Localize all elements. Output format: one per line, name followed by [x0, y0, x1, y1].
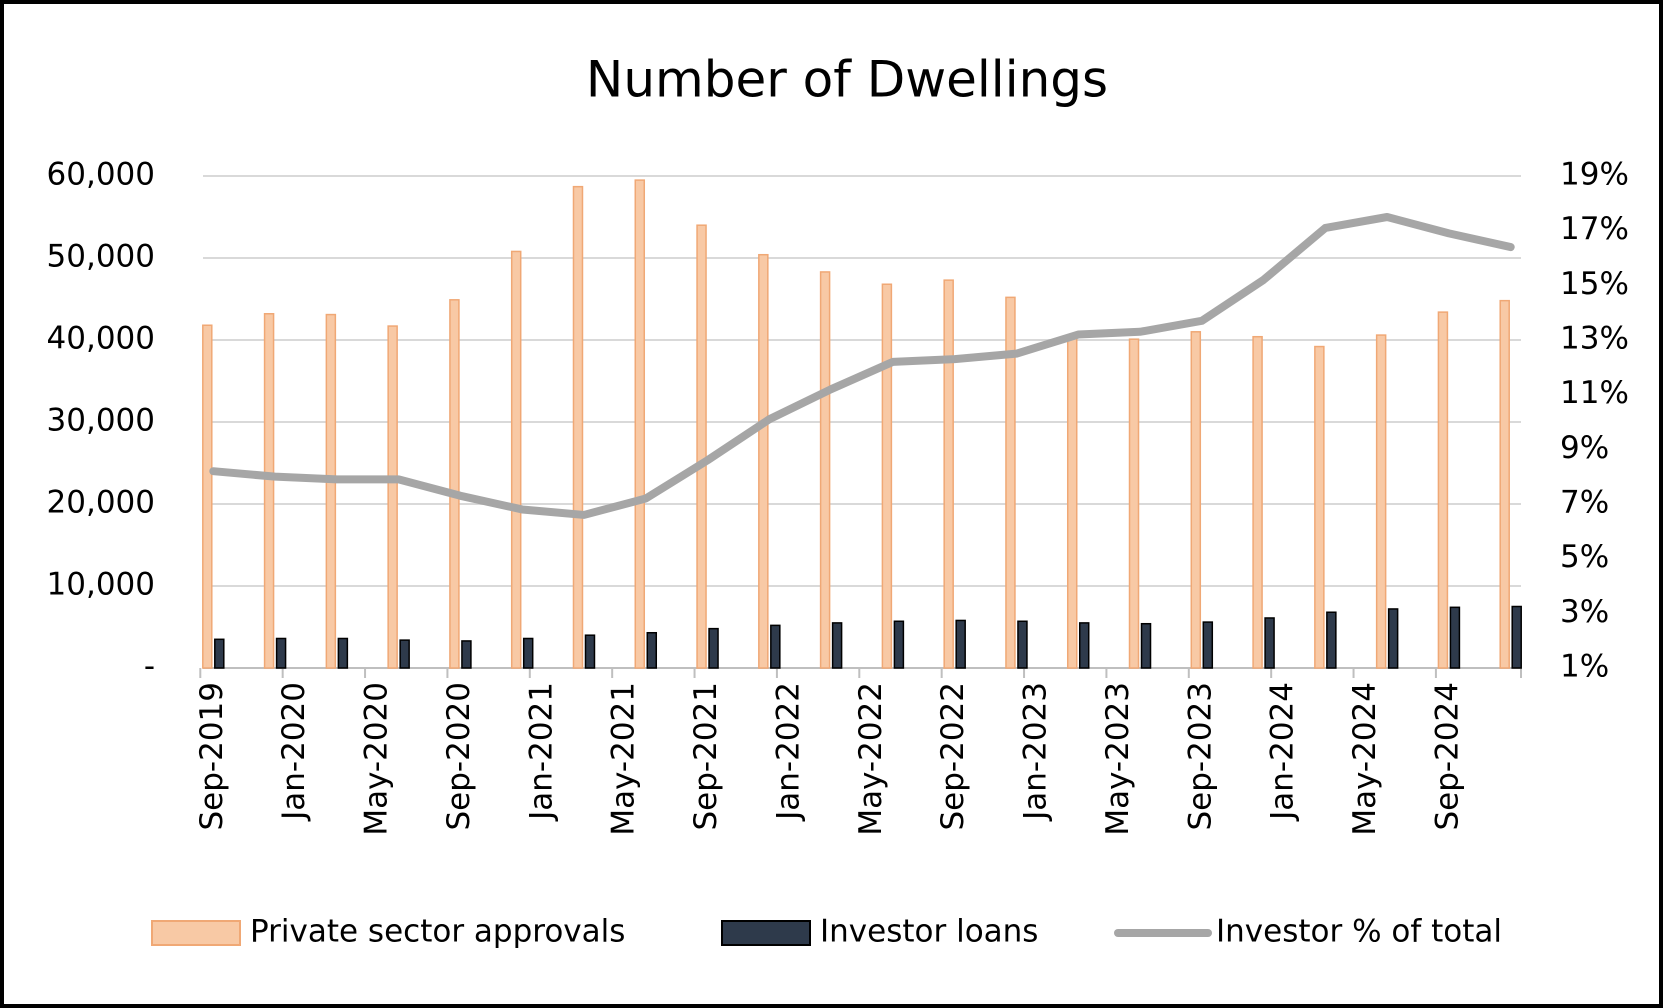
- bar: [461, 640, 472, 669]
- x-tick-label: Sep-2021: [688, 682, 724, 831]
- x-tick-label: May-2020: [359, 682, 395, 836]
- bar: [275, 637, 287, 669]
- bar: [1017, 620, 1028, 669]
- line: [209, 213, 1515, 519]
- y-tick-label: 30,000: [47, 403, 155, 439]
- bar: [881, 283, 893, 669]
- bar: [1252, 335, 1263, 669]
- bar: [1140, 622, 1152, 669]
- bar: [831, 622, 843, 669]
- x-tick-label: Jan-2021: [523, 682, 559, 822]
- legend-label: Investor % of total: [1216, 914, 1502, 950]
- bar: [1375, 334, 1387, 669]
- bar: [1499, 299, 1510, 669]
- bar: [584, 634, 596, 669]
- bar: [214, 638, 225, 669]
- bar: [1314, 345, 1325, 669]
- y-tick-label: 60,000: [47, 157, 155, 193]
- bar: [758, 253, 769, 669]
- y2-tick-label: 3%: [1560, 594, 1609, 630]
- y2-tick-label: 9%: [1560, 430, 1609, 466]
- bar: [263, 313, 275, 669]
- y-tick-label: 20,000: [47, 485, 155, 521]
- x-tick-label: Sep-2024: [1429, 682, 1465, 831]
- bar: [449, 299, 460, 669]
- bar: [337, 637, 349, 669]
- bar: [1264, 617, 1275, 669]
- bar: [1066, 336, 1078, 669]
- bar: [522, 637, 534, 669]
- bar: [1202, 621, 1214, 669]
- y-tick-label: 50,000: [47, 239, 155, 275]
- y2-tick-label: 11%: [1560, 375, 1629, 411]
- legend-label: Private sector approvals: [250, 914, 625, 950]
- bar: [1511, 605, 1522, 669]
- bar: [1326, 611, 1337, 669]
- bar: [387, 325, 398, 669]
- bar: [893, 620, 905, 669]
- bar: [1437, 311, 1449, 669]
- y-tick-label: -: [144, 649, 155, 685]
- bar: [1449, 606, 1461, 669]
- bar: [955, 619, 966, 669]
- x-tick-label: Jan-2023: [1018, 682, 1054, 822]
- bar: [819, 271, 831, 669]
- y2-tick-label: 7%: [1560, 485, 1609, 521]
- bar: [325, 313, 337, 669]
- x-tick-label: May-2023: [1100, 682, 1136, 836]
- bar: [634, 179, 646, 669]
- x-tick-label: Sep-2020: [441, 682, 477, 831]
- bar: [646, 631, 658, 669]
- bar: [770, 624, 781, 669]
- x-tick-label: Jan-2022: [770, 682, 806, 822]
- bar: [1190, 331, 1202, 669]
- bar: [1387, 608, 1399, 669]
- legend-swatch: [721, 920, 811, 946]
- bar: [1128, 338, 1140, 669]
- bar: [708, 627, 719, 669]
- bar: [399, 639, 410, 669]
- y2-tick-label: 13%: [1560, 321, 1629, 357]
- bar: [572, 185, 584, 669]
- bar: [943, 279, 954, 669]
- y2-tick-label: 19%: [1560, 157, 1629, 193]
- x-tick-label: Jan-2020: [276, 682, 312, 822]
- x-tick-label: Sep-2022: [935, 682, 971, 831]
- x-tick-label: May-2022: [853, 682, 889, 836]
- y-tick-label: 10,000: [47, 567, 155, 603]
- y2-tick-label: 5%: [1560, 539, 1609, 575]
- y2-tick-label: 17%: [1560, 211, 1629, 247]
- legend-label: Investor loans: [820, 914, 1038, 950]
- x-tick-label: May-2021: [606, 682, 642, 836]
- y2-tick-label: 15%: [1560, 266, 1629, 302]
- bar: [202, 324, 213, 669]
- bar: [1078, 622, 1090, 669]
- y2-tick-label: 1%: [1560, 649, 1609, 685]
- bar: [696, 224, 707, 669]
- x-tick-label: Sep-2019: [194, 682, 230, 831]
- x-tick-label: May-2024: [1347, 682, 1383, 836]
- y-tick-label: 40,000: [47, 321, 155, 357]
- legend-swatch: [151, 920, 241, 946]
- bar: [510, 250, 522, 669]
- bar: [1005, 296, 1016, 669]
- x-tick-label: Jan-2024: [1265, 682, 1301, 822]
- x-tick-label: Sep-2023: [1182, 682, 1218, 831]
- chart-title: Number of Dwellings: [586, 51, 1108, 109]
